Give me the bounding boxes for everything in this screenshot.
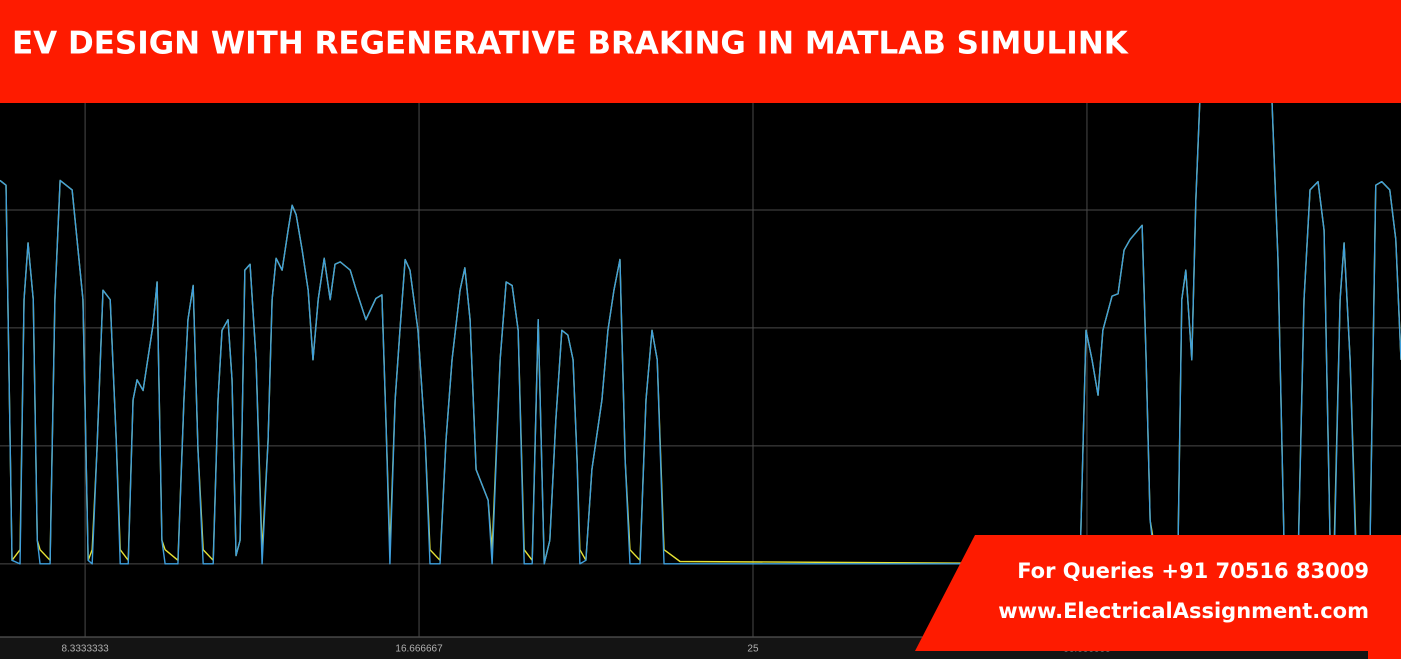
queries-text: For Queries +91 70516 83009 (1017, 559, 1369, 583)
signal-line (0, 39, 1401, 565)
x-tick-label: 8.3333333 (61, 644, 109, 655)
website-text: www.ElectricalAssignment.com (998, 599, 1369, 623)
banner-corner (1368, 651, 1401, 659)
title-banner (0, 0, 1401, 103)
title: EV DESIGN WITH REGENERATIVE BRAKING IN M… (12, 26, 1129, 62)
x-tick-label: 25 (747, 644, 759, 655)
x-tick-label: 16.666667 (395, 644, 443, 655)
contact-banner (915, 535, 1401, 651)
